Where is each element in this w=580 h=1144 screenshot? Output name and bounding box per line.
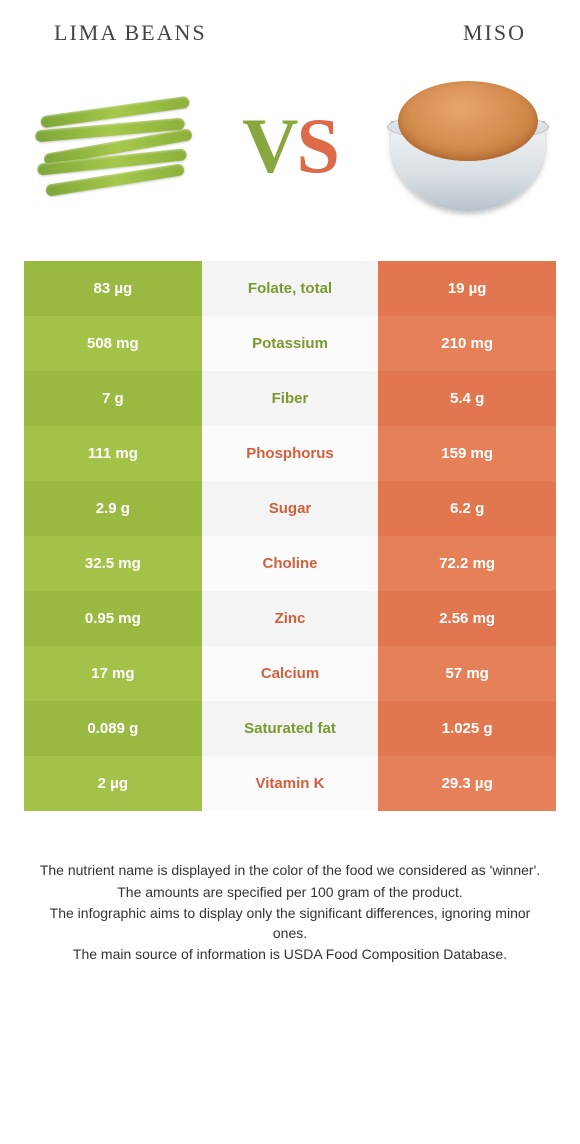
left-value: 2 µg: [24, 756, 202, 811]
left-value: 111 mg: [24, 426, 202, 481]
nutrient-label: Choline: [202, 536, 379, 591]
left-value: 83 µg: [24, 261, 202, 316]
right-value: 159 mg: [378, 426, 556, 481]
table-row: 0.95 mgZinc2.56 mg: [24, 591, 556, 646]
left-value: 0.089 g: [24, 701, 202, 756]
nutrient-label: Calcium: [202, 646, 379, 701]
nutrient-label: Saturated fat: [202, 701, 379, 756]
table-row: 0.089 gSaturated fat1.025 g: [24, 701, 556, 756]
right-value: 19 µg: [378, 261, 556, 316]
right-value: 57 mg: [378, 646, 556, 701]
title-row: Lima beans Miso: [24, 20, 556, 46]
right-food-title: Miso: [463, 20, 526, 46]
nutrient-label: Sugar: [202, 481, 379, 536]
left-value: 2.9 g: [24, 481, 202, 536]
footnote-line: The amounts are specified per 100 gram o…: [34, 883, 546, 903]
footnote-line: The main source of information is USDA F…: [34, 945, 546, 965]
nutrient-label: Potassium: [202, 316, 379, 371]
right-value: 5.4 g: [378, 371, 556, 426]
table-row: 17 mgCalcium57 mg: [24, 646, 556, 701]
lima-beans-image: [32, 66, 197, 226]
nutrient-label: Phosphorus: [202, 426, 379, 481]
nutrient-label: Fiber: [202, 371, 379, 426]
table-row: 2 µgVitamin K29.3 µg: [24, 756, 556, 811]
table-row: 83 µgFolate, total19 µg: [24, 261, 556, 316]
right-value: 2.56 mg: [378, 591, 556, 646]
left-value: 7 g: [24, 371, 202, 426]
left-value: 0.95 mg: [24, 591, 202, 646]
vs-label: VS: [242, 101, 338, 191]
footnotes: The nutrient name is displayed in the co…: [24, 861, 556, 965]
nutrient-label: Folate, total: [202, 261, 379, 316]
table-row: 7 gFiber5.4 g: [24, 371, 556, 426]
left-value: 508 mg: [24, 316, 202, 371]
table-row: 111 mgPhosphorus159 mg: [24, 426, 556, 481]
footnote-line: The nutrient name is displayed in the co…: [34, 861, 546, 881]
vs-s-letter: S: [296, 102, 337, 189]
footnote-line: The infographic aims to display only the…: [34, 904, 546, 943]
right-value: 210 mg: [378, 316, 556, 371]
miso-image: [383, 66, 548, 226]
comparison-table: 83 µgFolate, total19 µg508 mgPotassium21…: [24, 261, 556, 811]
right-value: 72.2 mg: [378, 536, 556, 591]
nutrient-label: Vitamin K: [202, 756, 379, 811]
infographic-container: Lima beans Miso VS 83 µgFolate, total19 …: [0, 0, 580, 987]
table-row: 32.5 mgCholine72.2 mg: [24, 536, 556, 591]
nutrient-label: Zinc: [202, 591, 379, 646]
vs-v-letter: V: [242, 102, 296, 189]
table-row: 2.9 gSugar6.2 g: [24, 481, 556, 536]
left-value: 17 mg: [24, 646, 202, 701]
right-value: 1.025 g: [378, 701, 556, 756]
left-value: 32.5 mg: [24, 536, 202, 591]
left-food-title: Lima beans: [54, 20, 207, 46]
table-row: 508 mgPotassium210 mg: [24, 316, 556, 371]
right-value: 6.2 g: [378, 481, 556, 536]
right-value: 29.3 µg: [378, 756, 556, 811]
hero-row: VS: [24, 66, 556, 226]
